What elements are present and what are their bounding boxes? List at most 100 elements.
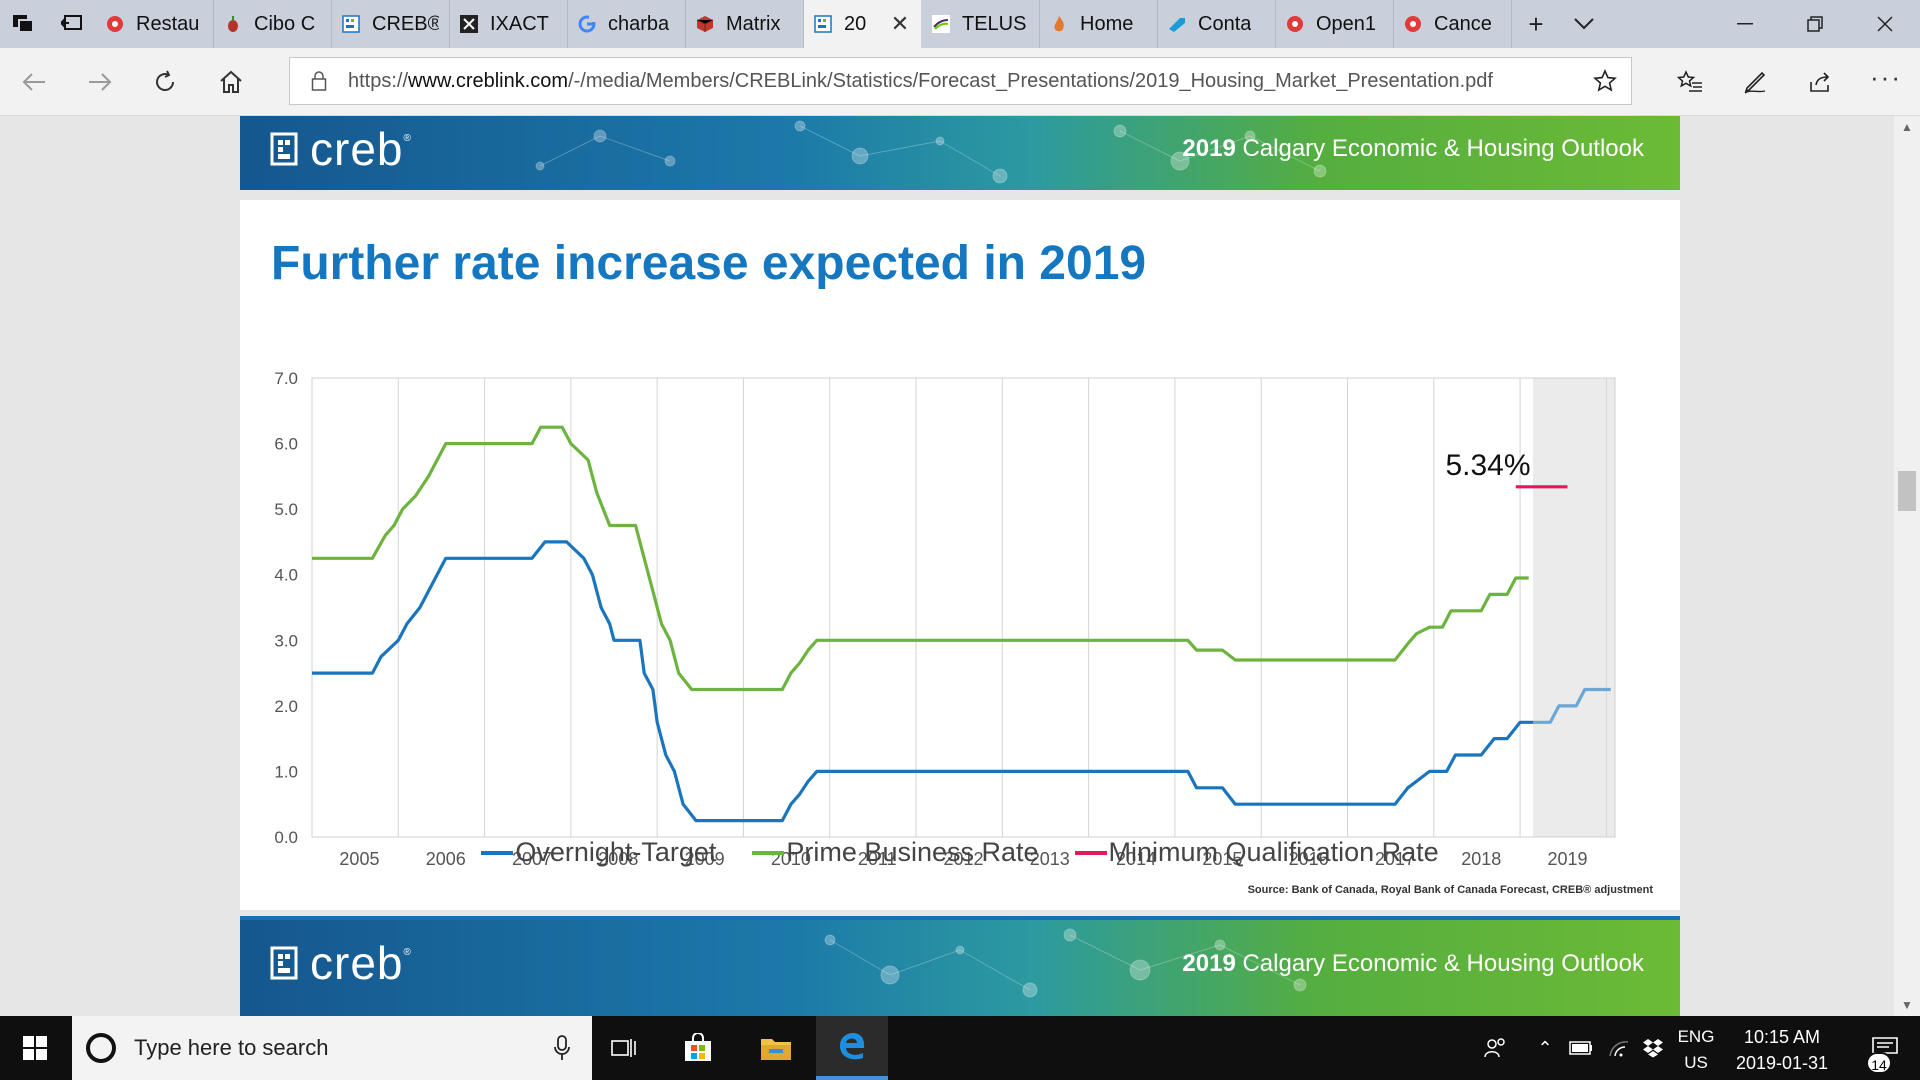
set-aside-tabs-button[interactable] [48,0,96,48]
series-line-0 [312,540,1533,823]
input-language-indicator[interactable]: ENG US [1670,1024,1722,1076]
red-dot-icon [1404,15,1422,33]
notes-button[interactable] [1735,62,1775,102]
tab-2[interactable]: CREB® [332,0,450,48]
tab-label: Restau [136,12,200,35]
new-tab-button[interactable]: + [1512,0,1560,48]
logo-text: creb [310,937,404,989]
close-window-button[interactable] [1850,0,1920,48]
header-year: 2019 [1182,950,1236,977]
forward-button[interactable] [80,62,120,102]
battery-button[interactable] [1564,1016,1598,1080]
edge-browser-button[interactable] [816,1016,888,1080]
tab-4[interactable]: charba [568,0,686,48]
x-tick-label: 2018 [1461,849,1501,869]
chevron-up-icon: ⌃ [1537,1037,1553,1058]
favorites-button[interactable] [1670,62,1710,102]
scroll-up-button[interactable]: ▲ [1894,116,1920,138]
logo-text: creb [310,123,404,175]
show-tab-previews-button[interactable] [1560,0,1608,48]
legend-label: Minimum Qualification Rate [1108,837,1439,867]
callout-label: 5.34% [1445,449,1530,482]
tab-3[interactable]: IXACT [450,0,568,48]
network-button[interactable] [1602,1016,1636,1080]
settings-more-button[interactable]: ··· [1866,62,1906,102]
minimize-button[interactable] [1710,0,1780,48]
lock-icon [290,71,348,91]
chart-legend: Overnight-Target Prime Business Rate Minim… [240,837,1680,868]
url-host: www.creblink.com [408,69,569,92]
address-bar[interactable]: https://www.creblink.com/-/media/Members… [289,57,1632,105]
favorite-star-button[interactable] [1579,69,1631,93]
windows-taskbar: Type here to search ⌃ ENG US 10:15 AM 20… [0,1016,1920,1080]
creb-icon [814,15,832,33]
x-axis-ticks: 2005 2006 2007 2008 2009 2010 2011 2012 2013 2014… [339,849,1587,869]
taskbar-search-box[interactable]: Type here to search [72,1016,592,1080]
dropbox-icon [1643,1039,1663,1058]
forecast-shading [1533,378,1615,837]
tab-5[interactable]: Matrix [686,0,804,48]
tab-6[interactable]: 20 ✕ [804,0,922,48]
x-tick-label: 2009 [685,849,725,869]
pepper-icon [224,15,242,33]
x-tick-label: 2015 [1202,849,1242,869]
clock-date: 2019-01-31 [1735,1053,1829,1073]
header-outlook-text-bottom: 2019 Calgary Economic & Housing Outlook [1182,950,1644,978]
slide-title: Further rate increase expected in 2019 [271,237,1147,290]
scroll-down-button[interactable]: ▼ [1894,994,1920,1016]
vertical-scrollbar[interactable]: ▲ ▼ [1894,116,1920,1016]
chevron-down-icon [1574,18,1594,30]
x-tick-label: 2011 [858,849,897,869]
tab-11[interactable]: Cance [1394,0,1512,48]
system-clock[interactable]: 10:15 AM 2019-01-31 [1722,1024,1842,1076]
people-button[interactable] [1476,1016,1516,1080]
tab-10[interactable]: Open1 [1276,0,1394,48]
start-button[interactable] [0,1016,70,1080]
tab-label: Matrix [726,12,781,35]
close-tab-icon[interactable]: ✕ [890,11,910,36]
next-page-header-band: creb ® 2019 Calgary Economic & Housing O… [240,916,1680,1016]
url-text[interactable]: https://www.creblink.com/-/media/Members… [348,70,1579,93]
tab-label: Cance [1434,12,1492,35]
notification-count-badge: 14 [1866,1052,1892,1074]
file-explorer-button[interactable] [740,1016,812,1080]
scrollbar-thumb[interactable] [1898,471,1916,511]
keyboard-region: US [1684,1053,1708,1072]
tab-1[interactable]: Cibo C [214,0,332,48]
x-tick-label: 2016 [1289,849,1329,869]
arrow-right-icon [89,73,112,91]
logo-registered-mark: ® [403,132,411,144]
source-note: Source: Bank of Canada, Royal Bank of Ca… [1247,884,1653,896]
microsoft-store-button[interactable] [662,1016,734,1080]
header-outlook-text: 2019 Calgary Economic & Housing Outlook [1182,135,1644,163]
tab-preview-icon [13,15,34,33]
tab-0[interactable]: Restau [96,0,214,48]
home-button[interactable] [211,62,251,102]
pdf-viewport[interactable]: creb ® 2019 Calgary Economic & Housing O… [0,116,1920,1016]
y-tick-label: 2.0 [274,697,298,716]
dropbox-button[interactable] [1636,1016,1670,1080]
tab-actions-button[interactable] [0,0,48,48]
red-dot-icon [1286,15,1304,33]
tab-label: Cibo C [254,12,316,35]
refresh-button[interactable] [145,62,185,102]
tab-label: Open1 [1316,12,1377,35]
network-pattern [535,120,1327,184]
restore-icon [1807,16,1823,32]
y-tick-label: 4.0 [274,566,298,585]
logo-registered-mark: ® [403,946,411,958]
task-view-button[interactable] [588,1016,660,1080]
restore-button[interactable] [1780,0,1850,48]
tab-7[interactable]: TELUS [922,0,1040,48]
home-icon [220,70,242,93]
show-hidden-icons-button[interactable]: ⌃ [1530,1016,1560,1080]
tab-8[interactable]: Home [1040,0,1158,48]
tab-9[interactable]: Conta [1158,0,1276,48]
microphone-icon[interactable] [532,1035,592,1061]
share-button[interactable] [1800,62,1840,102]
back-button[interactable] [14,62,54,102]
network-pattern-bottom [824,928,1307,998]
more-icon: ··· [1870,61,1902,92]
tab-label: IXACT [490,12,549,35]
language-code: ENG [1677,1027,1715,1046]
